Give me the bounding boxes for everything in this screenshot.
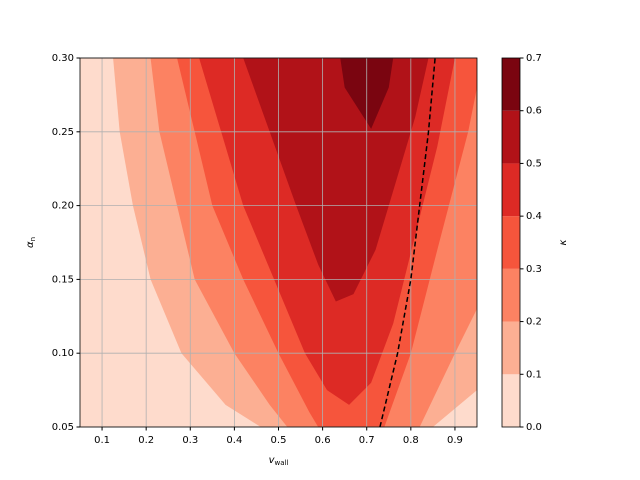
- colorbar-tick-label: 0.1: [526, 369, 542, 380]
- colorbar-segment: [502, 268, 520, 322]
- colorbar-segment: [502, 216, 520, 269]
- y-tick-label: 0.15: [52, 274, 74, 285]
- x-tick-label: 0.4: [226, 435, 242, 446]
- x-axis-label: vwall: [269, 455, 289, 467]
- colorbar-tick-label: 0.5: [526, 158, 542, 169]
- x-tick-label: 0.3: [182, 435, 198, 446]
- colorbar-segment: [502, 374, 520, 427]
- x-tick-label: 0.5: [271, 435, 287, 446]
- colorbar-tick-label: 0.7: [526, 53, 542, 64]
- colorbar-tick-label: 0.6: [526, 106, 542, 117]
- colorbar-segment: [502, 321, 520, 375]
- y-axis-label: αn: [25, 237, 37, 248]
- x-tick-label: 0.9: [447, 435, 463, 446]
- y-tick-label: 0.30: [52, 53, 74, 64]
- contour-region: [243, 58, 429, 302]
- colorbar-segment: [502, 163, 520, 217]
- y-tick-label: 0.20: [52, 201, 74, 212]
- y-tick-label: 0.25: [52, 127, 74, 138]
- colorbar-segment: [502, 110, 520, 164]
- overlay: 0.1 0.2 0.3 0.4 0.5 0.6 0.7 0.8 0.9 0.05 0.10 0.15 0…: [25, 53, 569, 467]
- y-tick-label: 0.05: [52, 422, 74, 433]
- dashed-line: [379, 57, 436, 428]
- colorbar-label: κ: [558, 239, 569, 245]
- x-tick-label: 0.6: [315, 435, 331, 446]
- x-tick-label: 0.1: [94, 435, 110, 446]
- colorbar-tick-label: 0.3: [526, 264, 542, 275]
- x-tick-label: 0.7: [359, 435, 375, 446]
- x-tick-label: 0.8: [403, 435, 419, 446]
- colorbar-tick-label: 0.2: [526, 317, 542, 328]
- x-tick-label: 0.2: [138, 435, 154, 446]
- colorbar-tick-label: 0.0: [526, 422, 542, 433]
- colorbar-frame: [501, 57, 521, 428]
- colorbar-segment: [502, 58, 520, 111]
- y-tick-label: 0.10: [52, 348, 74, 359]
- colorbar-tick-label: 0.4: [526, 211, 542, 222]
